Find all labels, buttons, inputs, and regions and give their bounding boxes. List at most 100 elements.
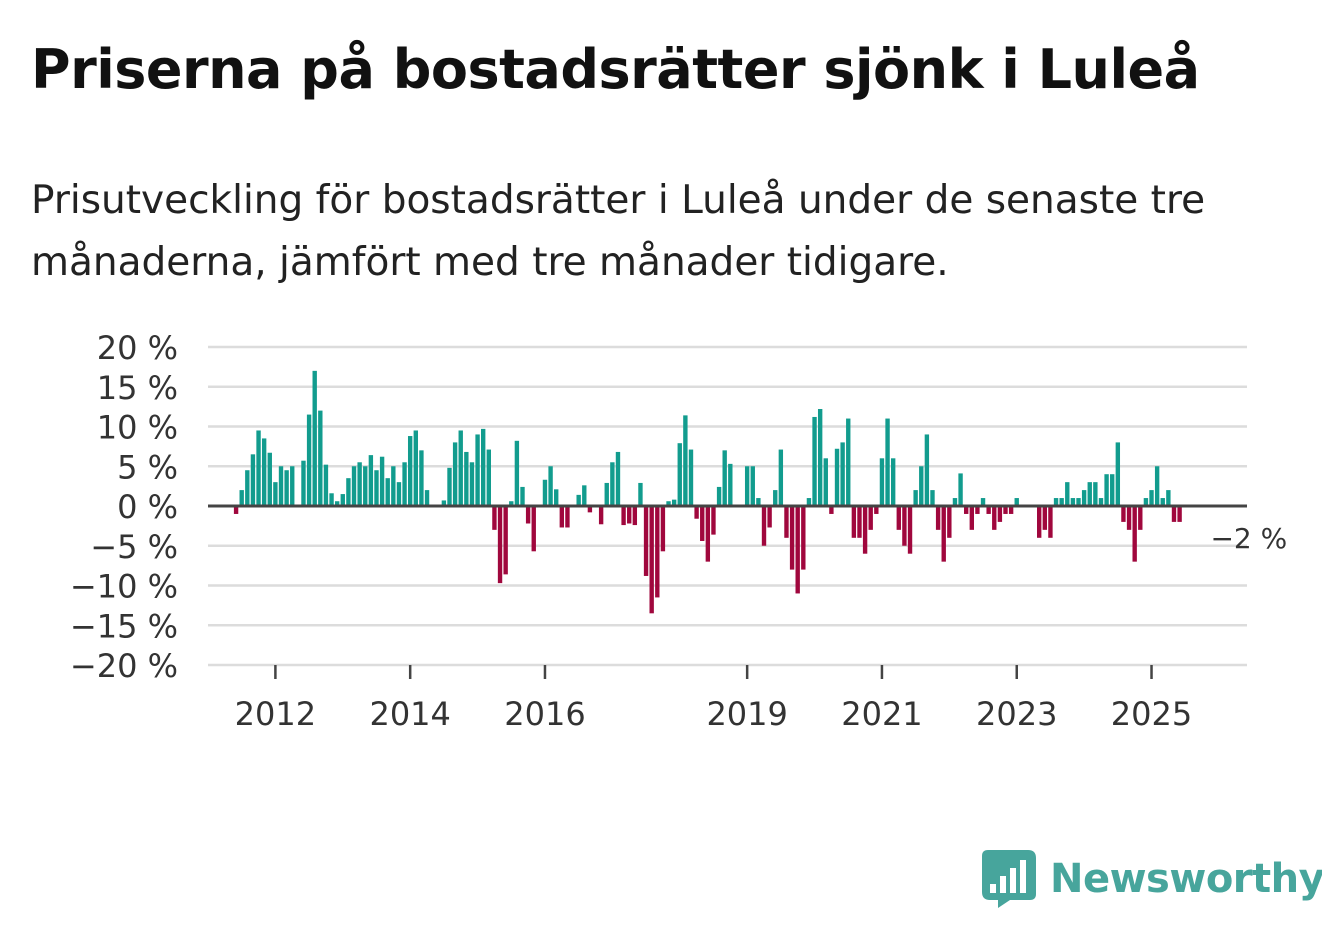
bar [396,482,402,506]
bar [565,506,570,528]
last-value-annotation: −2 % [1210,522,1287,555]
bar [896,506,901,530]
bar [840,442,845,506]
x-tick-label: 2016 [504,695,585,733]
bar [621,506,626,526]
bar [1126,506,1132,530]
chart-subtitle: Prisutveckling för bostadsrätter i Luleå… [31,178,1206,285]
axis-layer [208,504,1247,679]
bar [767,506,772,528]
bar [1087,482,1092,506]
bar [784,506,789,538]
brand-footer: Newsworthy [980,848,1322,910]
bar [643,506,649,576]
bar [700,506,705,541]
bar [497,506,503,584]
bar [1093,482,1098,506]
bar [1008,506,1014,514]
bar [306,414,312,506]
bar [284,470,289,506]
bar [1076,498,1081,506]
bar [1104,474,1109,506]
bar [559,506,565,528]
y-tick-label: 5 % [117,448,178,486]
bar [509,501,514,506]
bar [677,443,682,506]
bar [1160,498,1165,506]
bar [492,506,497,530]
y-tick-label: −5 % [90,528,178,566]
bar [694,506,699,519]
bar [756,498,761,506]
brand-name: Newsworthy [1050,856,1322,902]
bar [1171,506,1177,522]
bar [952,498,958,506]
label-layer: 20 %15 %10 %5 %0 %−5 %−10 %−15 %−20 % 201… [70,329,1287,733]
bar [823,458,828,506]
bar [829,506,834,514]
bar [930,490,935,506]
bar [391,466,396,506]
bar [587,506,593,513]
bar [1048,506,1053,538]
bar [402,462,407,506]
bar [817,409,823,506]
bar [615,451,621,506]
bar [379,456,385,506]
bar [413,430,418,506]
bar [1110,474,1115,506]
bar [346,478,351,506]
bar [273,482,278,506]
bar [520,486,525,506]
bar [941,506,946,562]
bar [469,462,475,506]
bar [525,506,531,524]
bar [1042,506,1048,530]
bar [1143,498,1149,506]
bar [239,490,244,506]
x-tick-label: 2023 [976,695,1057,733]
bar [773,490,778,506]
bar [233,506,239,514]
bar [1115,442,1121,506]
bar-chart: 20 %15 %10 %5 %0 %−5 %−10 %−15 %−20 % 201… [70,329,1287,733]
y-tick-label: −20 % [70,647,178,685]
bar [340,494,345,506]
bar [671,499,677,506]
bar [363,466,368,506]
bar [357,462,362,506]
bar [958,473,963,506]
bar [1138,506,1143,530]
bar [256,430,261,506]
bar [610,462,615,506]
chart-title: Priserna på bostadsrätter sjönk i Luleå [31,38,1200,101]
bar [278,466,284,506]
bar [711,506,716,535]
bar [857,506,862,538]
bar [947,506,952,538]
bar [598,506,604,525]
y-tick-label: 10 % [97,409,178,447]
bar [1037,506,1042,538]
bar [250,454,256,506]
bar [969,506,974,530]
bar [1059,498,1064,506]
bar [902,506,907,546]
bar [913,490,918,506]
bar [975,506,980,514]
bar [890,458,896,506]
bar [261,438,267,506]
bar [548,466,553,506]
bar [368,455,374,506]
bar [542,479,548,506]
bar [464,451,469,506]
bar [374,470,379,506]
bar [964,506,969,514]
x-tick-label: 2019 [706,695,787,733]
bar [407,436,413,506]
bar [329,493,334,506]
bar [795,506,800,594]
bar [503,506,508,575]
bar [716,486,722,506]
y-tick-label: 15 % [97,369,178,407]
